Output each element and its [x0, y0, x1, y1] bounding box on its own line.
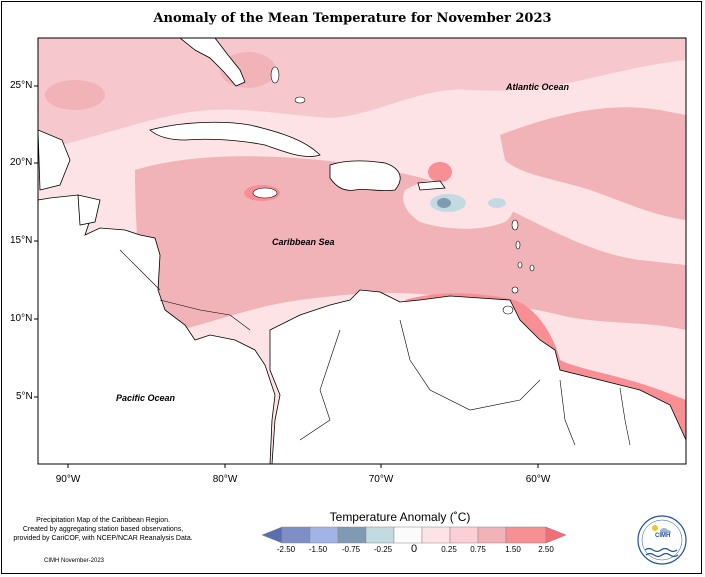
border-guyana-suriname	[559, 379, 576, 446]
label-atlantic-ocean: Atlantic Ocean	[506, 82, 570, 92]
cimh-logo	[637, 515, 687, 565]
anomaly-cold-spot-dark	[437, 198, 451, 208]
credit-line: provided by CariCOF, with NCEP/NCAR Rean…	[13, 535, 193, 542]
island-guadeloupe	[511, 219, 519, 231]
legend-colorbar	[261, 526, 567, 544]
island-barbados	[529, 264, 535, 272]
legend-tick: -2.50	[276, 545, 296, 554]
land-central-america	[38, 194, 276, 464]
island-trinidad	[502, 305, 514, 315]
legend-swatch-1	[281, 526, 311, 544]
island-jamaica	[252, 187, 278, 199]
lon-label-60w: 60°W	[525, 474, 551, 485]
lesser-antilles	[252, 66, 535, 315]
map-stamp: CIMH November-2023	[44, 558, 105, 564]
anomaly-cold-spot-east	[488, 198, 506, 208]
anomaly-upper-belt	[38, 38, 686, 150]
land-masses	[38, 38, 686, 464]
legend-swatch-5	[393, 526, 423, 544]
legend-swatch-7	[449, 526, 479, 544]
legend-swatch-2	[309, 526, 339, 544]
lat-label-25n: 25°N	[10, 80, 33, 91]
cloud-icon	[660, 528, 671, 533]
anomaly-gulf-west	[45, 80, 105, 110]
legend-tick: -1.50	[308, 545, 328, 554]
border-belize-guatemala	[119, 249, 161, 291]
land-gulf-coast	[38, 129, 71, 191]
map-title: Anomaly of the Mean Temperature for Nove…	[153, 11, 552, 26]
country-borders	[119, 249, 631, 446]
land-cuba	[149, 121, 321, 157]
legend-swatch-6	[421, 526, 451, 544]
island-grenada	[511, 286, 519, 294]
credit-line: Created by aggregating station based obs…	[22, 526, 184, 533]
anomaly-caribbean-core	[135, 156, 686, 330]
land-hispaniola	[329, 160, 401, 191]
legend-swatch-8	[477, 526, 507, 544]
logo-label: CIMH	[655, 533, 671, 539]
lat-label-15n: 15°N	[10, 235, 33, 246]
land-yucatan	[77, 194, 101, 226]
legend-swatch-3	[337, 526, 367, 544]
land-puerto-rico	[417, 180, 446, 191]
map-border	[37, 37, 687, 465]
sun-icon	[652, 525, 658, 531]
anomaly-field	[38, 38, 686, 464]
island-st-vincent	[517, 261, 523, 269]
lat-label-10n: 10°N	[10, 313, 33, 324]
map-credits: Precipitation Map of the Caribbean Regio…	[8, 516, 198, 543]
land-florida	[179, 38, 246, 87]
border-honduras-nicaragua	[159, 299, 251, 331]
anomaly-puerto-rico	[428, 162, 452, 182]
legend-arrow-low	[261, 526, 283, 544]
label-pacific-ocean: Pacific Ocean	[116, 393, 176, 403]
legend-tick: -0.75	[341, 545, 361, 554]
legend-tick: 1.50	[505, 545, 521, 554]
legend-swatch-4	[365, 526, 395, 544]
legend-tick: 0.25	[441, 545, 457, 554]
lat-label-20n: 20°N	[10, 157, 33, 168]
legend-tick: -0.25	[373, 545, 393, 554]
wave-icon	[644, 547, 678, 553]
legend-arrow-high	[545, 526, 567, 544]
lat-label-5n: 5°N	[16, 391, 33, 402]
legend-swatch-9	[505, 526, 547, 544]
legend-tick: 0.75	[470, 545, 486, 554]
island-bahamas-1	[270, 66, 280, 84]
lon-label-80w: 80°W	[212, 474, 238, 485]
credit-line: Precipitation Map of the Caribbean Regio…	[36, 517, 170, 524]
anomaly-atlantic-east	[500, 107, 686, 220]
border-venezuela-brazil	[399, 319, 541, 411]
legend-title: Temperature Anomaly (˚C)	[329, 510, 471, 524]
label-caribbean-sea: Caribbean Sea	[272, 237, 335, 247]
lon-label-90w: 90°W	[55, 474, 81, 485]
border-suriname-guiana	[619, 387, 631, 446]
legend-tick: 0	[410, 543, 418, 555]
legend-tick: 2.50	[538, 545, 554, 554]
axis-ticks	[34, 85, 539, 468]
land-south-america	[269, 289, 686, 464]
island-martinique	[515, 240, 521, 250]
border-colombia-venezuela	[299, 329, 341, 441]
island-bahamas-2	[294, 96, 306, 104]
lon-label-70w: 70°W	[368, 474, 394, 485]
